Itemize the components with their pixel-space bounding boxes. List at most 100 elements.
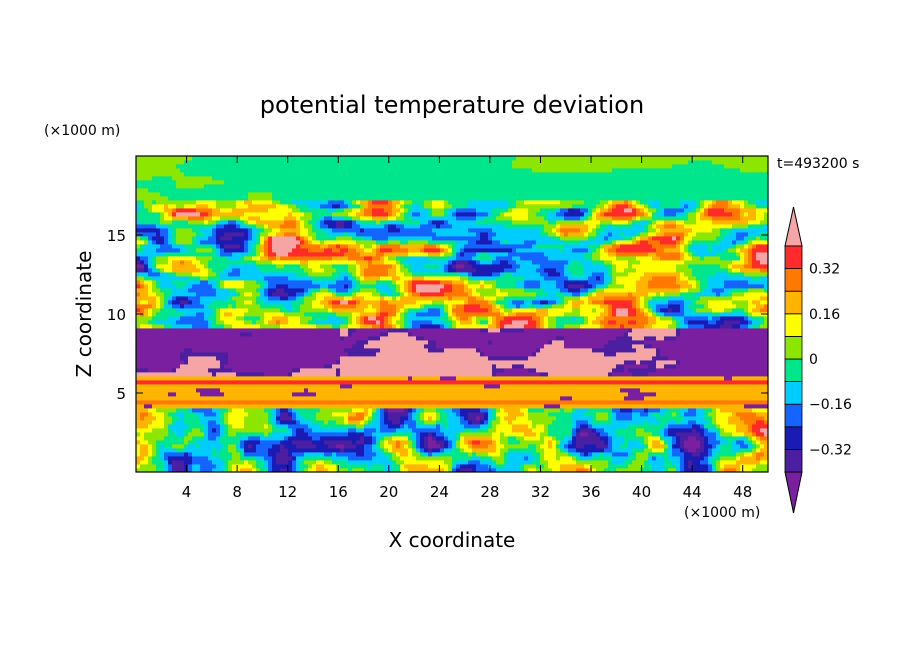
contour-cell (480, 280, 485, 285)
contour-cell (604, 248, 609, 253)
contour-cell (548, 292, 557, 297)
contour-cell (468, 280, 481, 285)
contour-cell (604, 428, 617, 433)
contour-cell (148, 424, 165, 429)
contour-cell (488, 300, 493, 305)
contour-cell (376, 316, 385, 321)
contour-cell (608, 208, 613, 213)
contour-cell (260, 216, 285, 221)
contour-cell (616, 248, 657, 253)
contour-cell (344, 208, 353, 213)
contour-cell (196, 412, 205, 417)
x-tick-label: 44 (683, 483, 702, 501)
contour-cell (196, 444, 201, 449)
contour-cell (492, 364, 497, 369)
contour-cell (456, 312, 501, 317)
contour-cell (680, 444, 685, 449)
contour-cell (448, 312, 453, 317)
contour-cell (728, 272, 745, 277)
contour-cell (276, 232, 285, 237)
contour-cell (368, 464, 373, 469)
contour-cell (384, 444, 393, 449)
contour-cell (188, 296, 201, 301)
contour-cell (712, 216, 741, 221)
contour-cell (252, 244, 257, 249)
contour-cell (480, 416, 485, 421)
contour-cell (216, 228, 249, 233)
contour-cell (384, 320, 389, 325)
contour-cell (552, 304, 565, 309)
contour-cell (608, 252, 617, 257)
contour-cell (348, 432, 365, 437)
contour-cell (548, 432, 573, 437)
contour-cell (208, 424, 221, 429)
contour-cell (480, 460, 493, 465)
contour-cell (348, 456, 373, 461)
contour-cell (396, 428, 413, 433)
contour-cell (716, 416, 729, 421)
contour-cell (288, 320, 301, 325)
contour-cell (336, 224, 345, 229)
contour-cell (316, 468, 329, 472)
contour-cell (420, 432, 429, 437)
contour-cell (656, 336, 665, 341)
contour-cell (456, 432, 461, 437)
contour-cell (748, 224, 765, 229)
contour-cell (468, 416, 477, 421)
contour-cell (488, 252, 509, 257)
contour-cell (748, 248, 753, 253)
contour-cell (696, 428, 705, 433)
contour-cell (276, 320, 281, 325)
contour-cell (532, 428, 545, 433)
colorbar-tick-label: −0.16 (809, 397, 852, 413)
contour-cell (212, 208, 221, 213)
contour-cell (384, 224, 389, 229)
contour-cell (400, 324, 405, 329)
contour-cell (296, 456, 305, 461)
contour-cell (204, 264, 209, 269)
contour-cell (612, 444, 621, 449)
contour-cell (480, 320, 489, 325)
contour-cell (564, 240, 581, 245)
contour-cell (704, 324, 721, 329)
contour-cell (376, 248, 381, 253)
y-tick-label: 15 (107, 227, 126, 245)
contour-cell (644, 224, 649, 229)
contour-cell (612, 440, 625, 445)
contour-cell (284, 444, 297, 449)
contour-cell (608, 372, 613, 377)
contour-cell (612, 412, 617, 417)
contour-cell (444, 444, 449, 449)
contour-cell (740, 268, 761, 273)
contour-cell (220, 252, 233, 257)
contour-cell (272, 200, 281, 205)
contour-cell (424, 412, 437, 417)
contour-cell (460, 464, 477, 469)
contour-cell (184, 412, 197, 417)
contour-cell (588, 424, 593, 429)
contour-cell (212, 176, 768, 181)
contour-cell (528, 468, 537, 472)
colorbar-bottom-arrow (784, 471, 803, 514)
contour-cell (312, 292, 317, 297)
contour-cell (220, 248, 225, 253)
contour-cell (272, 460, 277, 465)
contour-cell (216, 288, 229, 293)
contour-cell (504, 316, 533, 321)
contour-cell (720, 312, 745, 317)
contour-cell (396, 284, 401, 289)
contour-cell (428, 208, 433, 213)
contour-cell (640, 200, 649, 205)
contour-cell (416, 300, 433, 305)
contour-cell (488, 452, 501, 457)
contour-cell (164, 456, 169, 461)
contour-cell (756, 444, 761, 449)
contour-cell (420, 204, 425, 209)
contour-cell (716, 292, 721, 297)
contour-cell (168, 428, 173, 433)
contour-cell (480, 348, 537, 353)
contour-cell (432, 300, 445, 305)
contour-cell (560, 468, 577, 472)
contour-cell (684, 296, 701, 301)
